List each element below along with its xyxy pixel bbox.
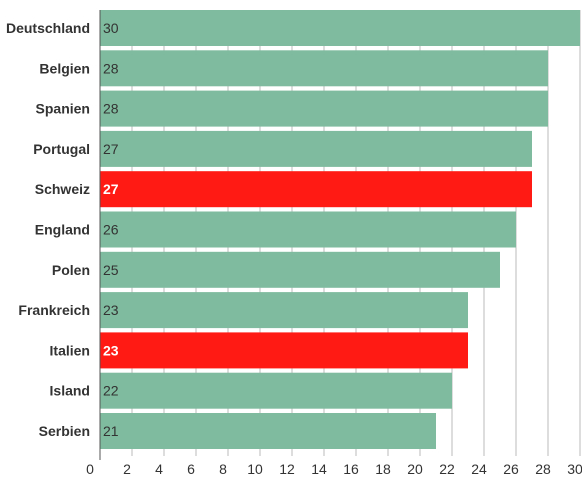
bar-polen bbox=[100, 251, 500, 288]
x-tick-label: 6 bbox=[187, 461, 195, 477]
bars bbox=[100, 10, 580, 449]
category-label: Frankreich bbox=[18, 302, 90, 318]
x-tick-label: 0 bbox=[86, 461, 94, 477]
data-labels: 30 28 28 27 27 26 25 23 23 22 21 bbox=[103, 20, 119, 439]
category-label: Schweiz bbox=[35, 181, 90, 197]
category-labels: Deutschland Belgien Spanien Portugal Schweiz… bbox=[6, 20, 90, 439]
category-label: Spanien bbox=[36, 101, 90, 117]
bar-serbien bbox=[100, 413, 436, 449]
bar-spanien bbox=[100, 90, 548, 127]
bar-deutschland bbox=[100, 10, 580, 46]
data-label: 21 bbox=[103, 423, 119, 439]
data-label: 25 bbox=[103, 262, 119, 278]
category-label: Portugal bbox=[33, 141, 90, 157]
data-label: 28 bbox=[103, 101, 119, 117]
x-axis-ticks: 0 2 4 6 8 10 12 14 16 18 20 22 24 26 28 30 bbox=[86, 461, 582, 477]
bar-schweiz bbox=[100, 171, 532, 208]
x-tick-label: 2 bbox=[123, 461, 131, 477]
category-label: Serbien bbox=[39, 423, 90, 439]
x-tick-label: 24 bbox=[471, 461, 487, 477]
x-tick-label: 30 bbox=[567, 461, 582, 477]
x-tick-label: 20 bbox=[407, 461, 423, 477]
bar-portugal bbox=[100, 130, 532, 167]
bar-england bbox=[100, 211, 516, 248]
x-tick-label: 12 bbox=[279, 461, 295, 477]
x-tick-label: 10 bbox=[247, 461, 263, 477]
data-label: 23 bbox=[103, 342, 119, 358]
x-tick-label: 8 bbox=[219, 461, 227, 477]
bar-italien bbox=[100, 332, 468, 369]
category-label: Deutschland bbox=[6, 20, 90, 36]
x-tick-label: 14 bbox=[311, 461, 327, 477]
bar-island bbox=[100, 372, 452, 409]
data-label: 26 bbox=[103, 222, 119, 238]
category-label: Island bbox=[50, 383, 90, 399]
data-label: 23 bbox=[103, 302, 119, 318]
x-tick-label: 26 bbox=[503, 461, 519, 477]
bar-belgien bbox=[100, 50, 548, 87]
data-label: 22 bbox=[103, 383, 119, 399]
category-label: Italien bbox=[50, 342, 90, 358]
data-label: 28 bbox=[103, 60, 119, 76]
x-tick-label: 18 bbox=[375, 461, 391, 477]
data-label: 27 bbox=[103, 181, 119, 197]
x-tick-label: 16 bbox=[343, 461, 359, 477]
bar-frankreich bbox=[100, 292, 468, 329]
data-label: 30 bbox=[103, 20, 119, 36]
category-label: Polen bbox=[52, 262, 90, 278]
category-label: Belgien bbox=[39, 60, 90, 76]
data-label: 27 bbox=[103, 141, 119, 157]
x-tick-label: 4 bbox=[155, 461, 163, 477]
category-label: England bbox=[35, 222, 90, 238]
x-tick-label: 28 bbox=[535, 461, 551, 477]
x-tick-label: 22 bbox=[439, 461, 455, 477]
